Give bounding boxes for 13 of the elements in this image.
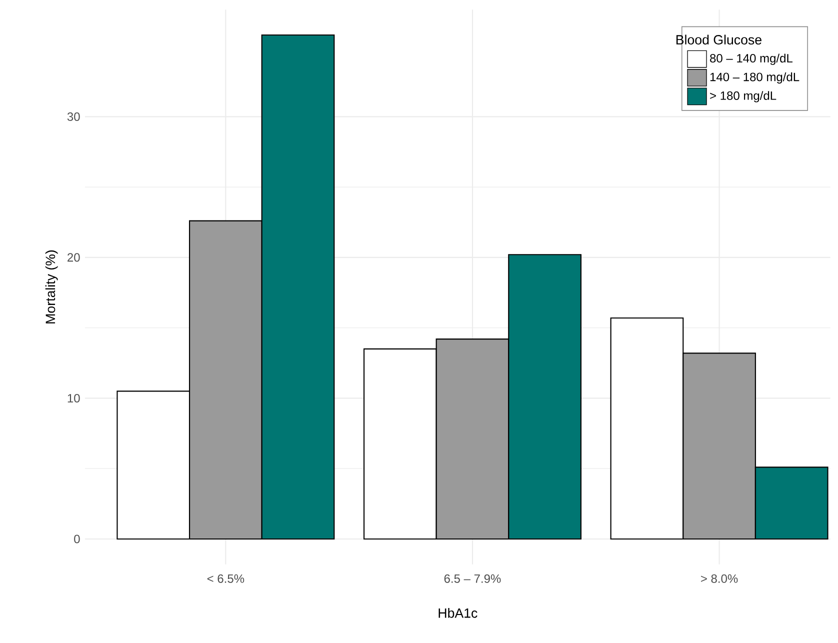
legend-title: Blood Glucose [676, 34, 762, 44]
x-tick-label: > 8.0% [701, 574, 738, 583]
x-tick-label: 6.5 – 7.9% [444, 574, 501, 583]
y-tick-label: 10 [68, 394, 80, 402]
y-tick-label: 20 [68, 253, 80, 262]
y-tick-label: 30 [67, 112, 80, 121]
y-axis-title: Mortality (%) [45, 250, 58, 324]
y-tick-label: 0 [74, 534, 80, 544]
legend-label: 140 – 180 mg/dL [710, 72, 800, 84]
legend-label: 80 – 140 mg/dL [710, 54, 792, 65]
x-axis-title: HbA1c [438, 608, 478, 618]
legend-label: > 180 mg/dL [710, 91, 776, 102]
x-tick-label: < 6.5% [207, 574, 244, 583]
